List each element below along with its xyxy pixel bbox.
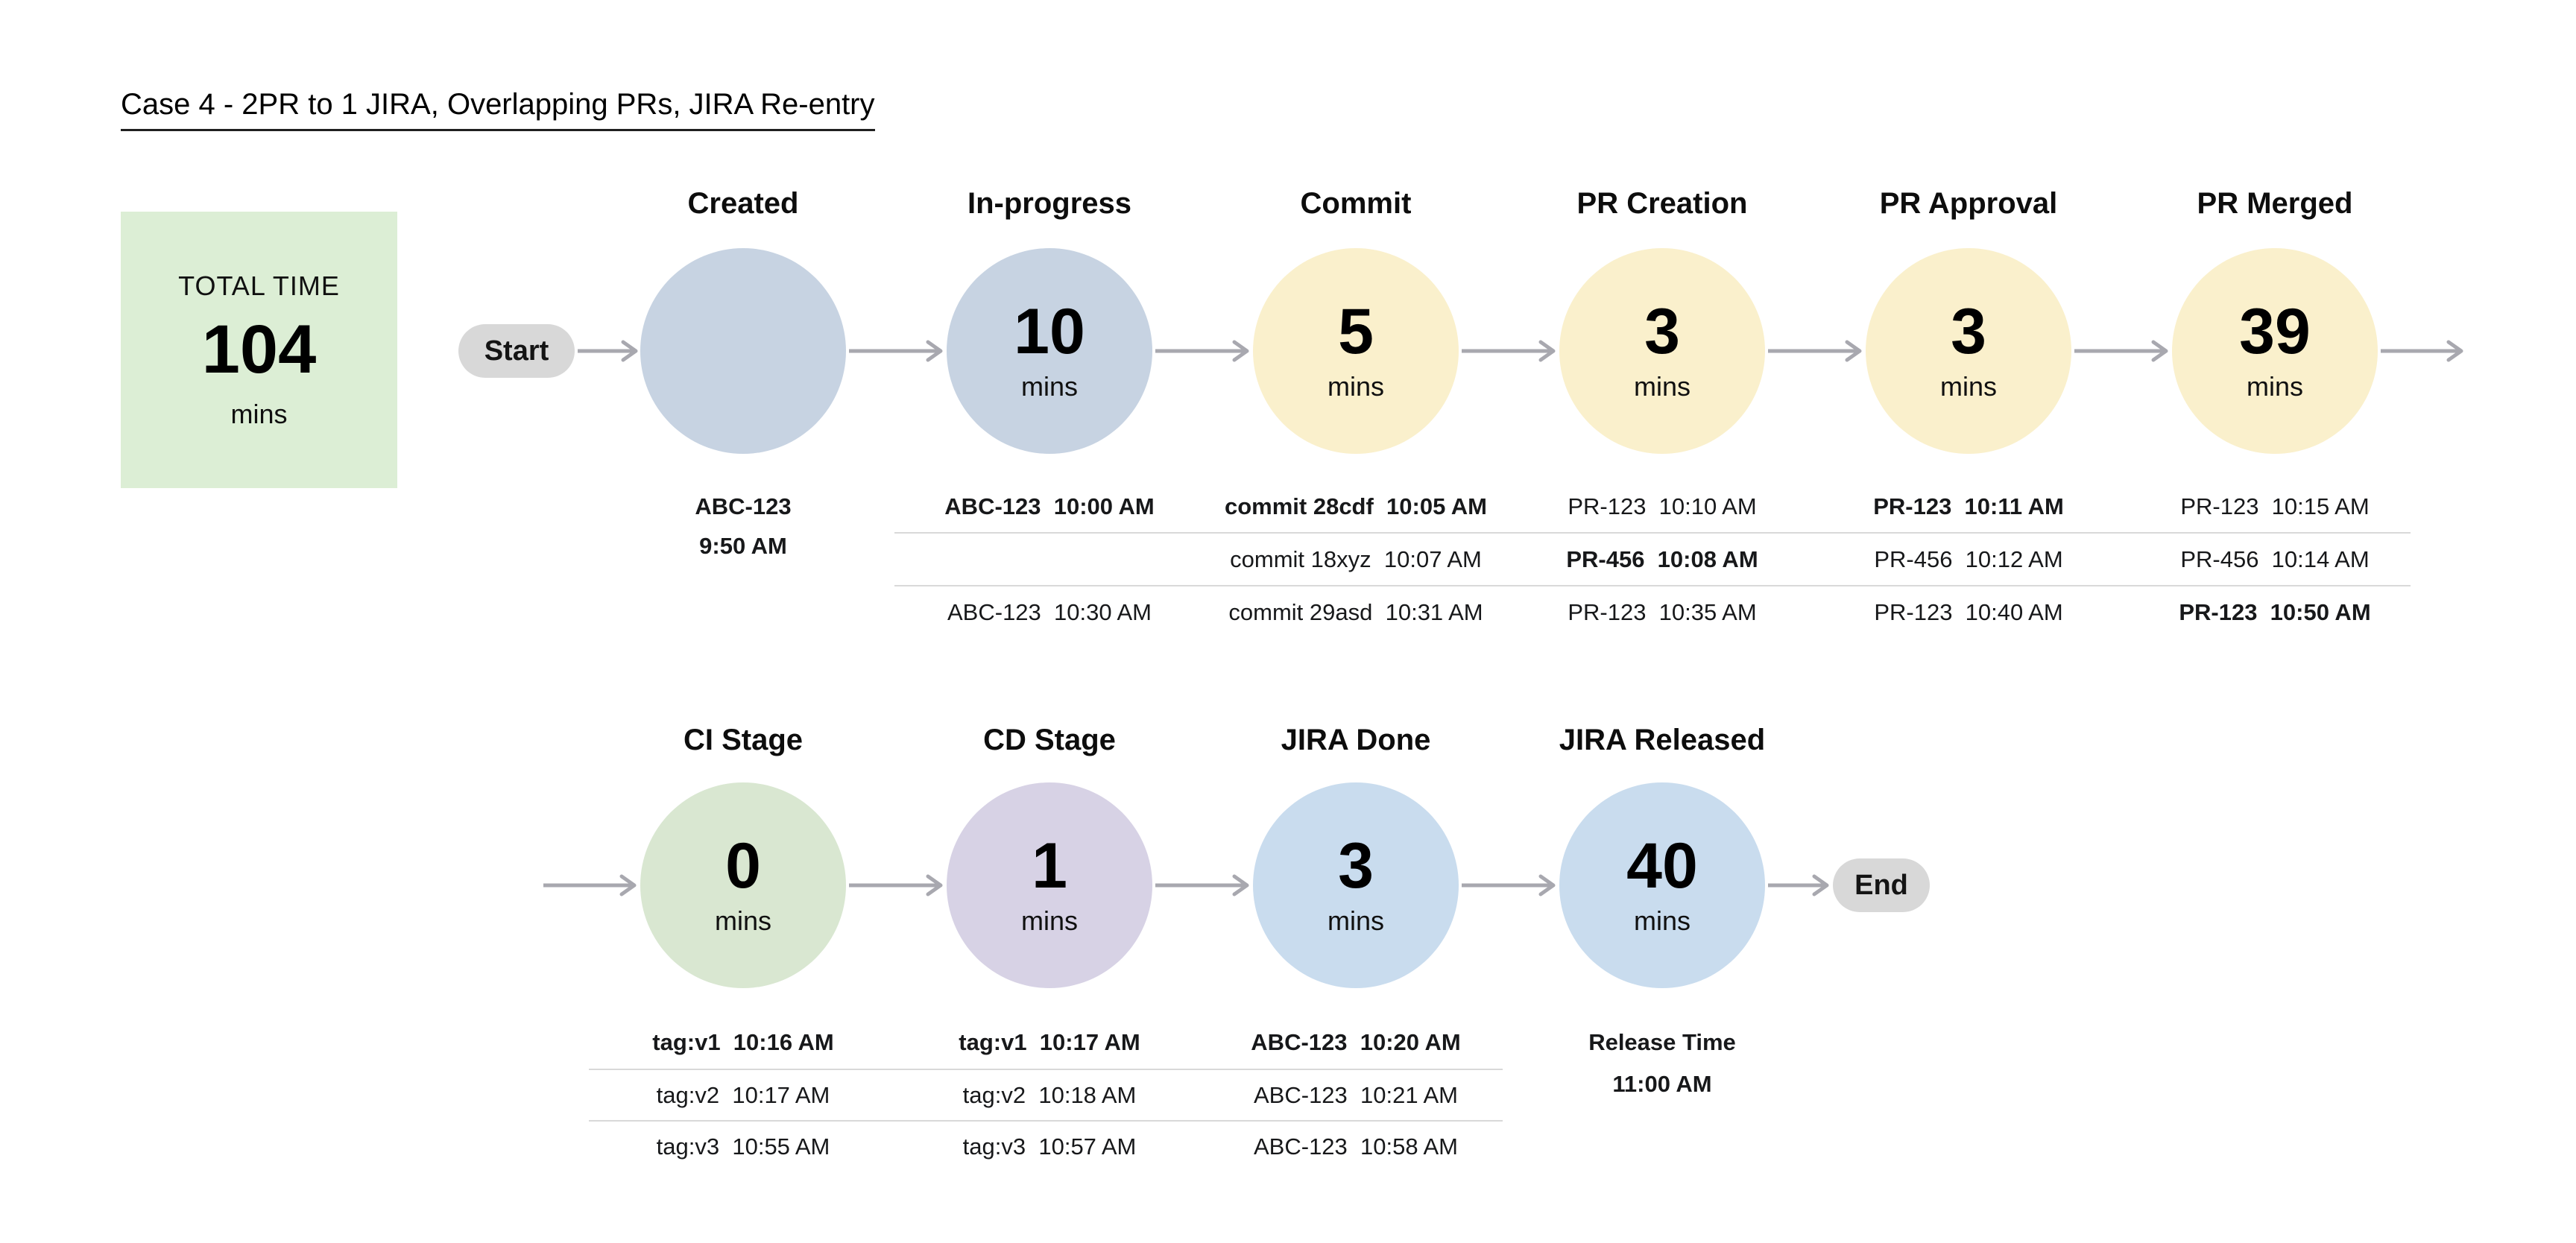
stage-circle-jira-done: 3 mins bbox=[1253, 782, 1459, 988]
total-time-value: 104 bbox=[201, 311, 317, 388]
arrow-jira-released-to-end bbox=[1768, 874, 1829, 896]
event-label: PR-123 10:10 AM bbox=[1568, 493, 1757, 519]
event-label: tag:v3 10:57 AM bbox=[962, 1133, 1137, 1160]
arrow-ci-to-cd-stage bbox=[849, 874, 943, 896]
stage-title-pr-approval: PR Approval bbox=[1879, 187, 2058, 220]
duration-unit: mins bbox=[1327, 905, 1384, 936]
event-label: PR-123 10:40 AM bbox=[1874, 599, 2063, 625]
arrow-created-to-in-progress bbox=[849, 340, 943, 362]
total-time-unit: mins bbox=[230, 398, 288, 429]
duration-unit: mins bbox=[714, 905, 771, 936]
arrow-in-progress-to-commit bbox=[1155, 340, 1249, 362]
event-table-divider bbox=[589, 1120, 1503, 1122]
total-time-label: TOTAL TIME bbox=[178, 270, 340, 301]
stage-circle-ci-stage: 0 mins bbox=[640, 782, 846, 988]
start-node: Start bbox=[458, 324, 575, 378]
duration-value: 1 bbox=[1032, 830, 1067, 902]
arrow-pr-creation-to-pr-approval bbox=[1768, 340, 1862, 362]
arrow-cd-to-jira-done bbox=[1155, 874, 1249, 896]
arrow-jira-done-to-jira-released bbox=[1462, 874, 1556, 896]
stage-title-created: Created bbox=[687, 187, 799, 220]
event-label: commit 18xyz 10:07 AM bbox=[1230, 546, 1482, 572]
event-label: ABC-123 10:00 AM bbox=[944, 493, 1155, 519]
event-label: PR-456 10:14 AM bbox=[2180, 546, 2370, 572]
event-label: PR-123 10:50 AM bbox=[2179, 599, 2371, 625]
event-label: ABC-123 10:21 AM bbox=[1254, 1082, 1458, 1108]
end-node-label: End bbox=[1854, 869, 1908, 901]
arrow-commit-to-pr-creation bbox=[1462, 340, 1556, 362]
arrow-pr-approval-to-pr-merged bbox=[2074, 340, 2168, 362]
duration-value: 5 bbox=[1338, 296, 1374, 367]
duration-value: 3 bbox=[1951, 296, 1986, 367]
stage-circle-pr-creation: 3 mins bbox=[1559, 248, 1765, 454]
stage-circle-cd-stage: 1 mins bbox=[947, 782, 1152, 988]
duration-unit: mins bbox=[1633, 371, 1690, 402]
stage-circle-jira-released: 40 mins bbox=[1559, 782, 1765, 988]
duration-unit: mins bbox=[2246, 371, 2303, 402]
event-label: commit 29asd 10:31 AM bbox=[1228, 599, 1483, 625]
event-label: PR-456 10:08 AM bbox=[1566, 546, 1758, 572]
duration-value: 40 bbox=[1626, 830, 1698, 902]
event-label: 11:00 AM bbox=[1612, 1071, 1712, 1097]
stage-title-pr-creation: PR Creation bbox=[1576, 187, 1748, 220]
duration-unit: mins bbox=[1939, 371, 1997, 402]
duration-value: 0 bbox=[725, 830, 761, 902]
event-label: tag:v3 10:55 AM bbox=[656, 1133, 830, 1160]
stage-circle-commit: 5 mins bbox=[1253, 248, 1459, 454]
event-table-divider bbox=[589, 1069, 1503, 1070]
event-label: PR-123 10:11 AM bbox=[1873, 493, 2064, 519]
event-label: tag:v2 10:18 AM bbox=[962, 1082, 1137, 1108]
duration-value: 10 bbox=[1014, 296, 1085, 367]
stage-circle-created bbox=[640, 248, 846, 454]
stage-circle-pr-merged: 39 mins bbox=[2172, 248, 2378, 454]
duration-unit: mins bbox=[1020, 905, 1078, 936]
arrow-entry-to-ci-stage bbox=[543, 874, 637, 896]
stage-circle-in-progress: 10 mins bbox=[947, 248, 1152, 454]
stage-circle-pr-approval: 3 mins bbox=[1866, 248, 2071, 454]
duration-value: 39 bbox=[2239, 296, 2311, 367]
stage-title-ci-stage: CI Stage bbox=[683, 724, 804, 756]
event-label: tag:v1 10:17 AM bbox=[959, 1029, 1140, 1055]
event-label: ABC-123 10:20 AM bbox=[1251, 1029, 1461, 1055]
event-label: tag:v2 10:17 AM bbox=[656, 1082, 830, 1108]
arrow-start-to-created bbox=[578, 340, 638, 362]
duration-value: 3 bbox=[1644, 296, 1680, 367]
event-label: ABC-123 bbox=[695, 493, 792, 519]
event-label: ABC-123 10:58 AM bbox=[1254, 1133, 1458, 1160]
event-label: PR-456 10:12 AM bbox=[1874, 546, 2063, 572]
stage-title-jira-released: JIRA Released bbox=[1559, 724, 1766, 756]
event-label: 9:50 AM bbox=[699, 533, 787, 559]
stage-title-jira-done: JIRA Done bbox=[1281, 724, 1431, 756]
stage-title-pr-merged: PR Merged bbox=[2197, 187, 2353, 220]
event-label: tag:v1 10:16 AM bbox=[652, 1029, 834, 1055]
arrow-pr-merged-exit bbox=[2381, 340, 2463, 362]
diagram-title: Case 4 - 2PR to 1 JIRA, Overlapping PRs,… bbox=[121, 88, 875, 131]
stage-title-in-progress: In-progress bbox=[967, 187, 1132, 220]
stage-title-commit: Commit bbox=[1300, 187, 1412, 220]
event-label: PR-123 10:15 AM bbox=[2180, 493, 2370, 519]
event-label: commit 28cdf 10:05 AM bbox=[1224, 493, 1488, 519]
duration-unit: mins bbox=[1327, 371, 1384, 402]
event-label: PR-123 10:35 AM bbox=[1568, 599, 1757, 625]
duration-unit: mins bbox=[1633, 905, 1690, 936]
stage-title-cd-stage: CD Stage bbox=[983, 724, 1116, 756]
end-node: End bbox=[1833, 858, 1930, 912]
event-table-divider bbox=[894, 585, 2411, 586]
duration-unit: mins bbox=[1020, 371, 1078, 402]
event-label: ABC-123 10:30 AM bbox=[947, 599, 1152, 625]
event-table-divider bbox=[894, 532, 2411, 534]
duration-value: 3 bbox=[1338, 830, 1374, 902]
total-time-box: TOTAL TIME 104 mins bbox=[121, 212, 397, 488]
start-node-label: Start bbox=[484, 335, 549, 367]
event-label: Release Time bbox=[1588, 1029, 1736, 1055]
